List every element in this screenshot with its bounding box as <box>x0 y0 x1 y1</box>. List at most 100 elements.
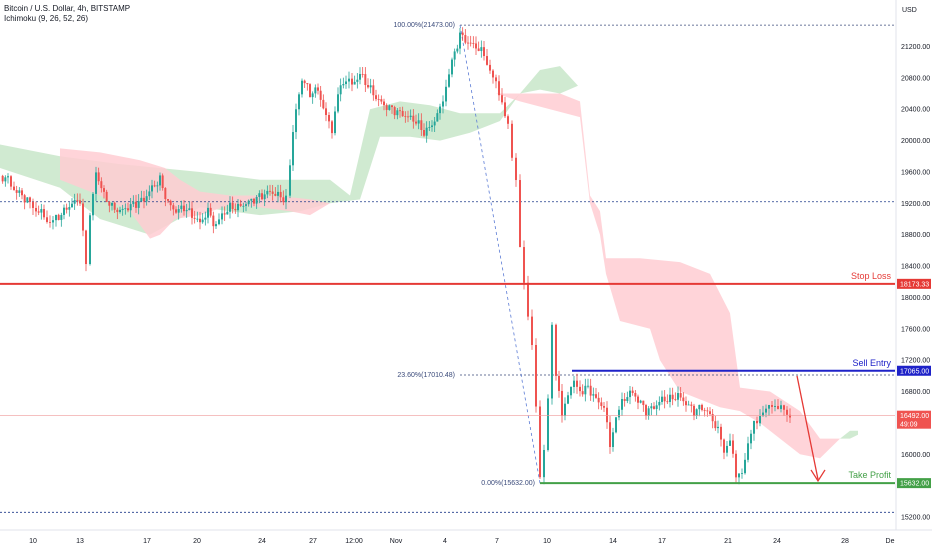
candle-body <box>428 127 431 128</box>
candle-body <box>547 398 549 451</box>
candle-body <box>498 81 500 96</box>
candle-body <box>119 209 121 213</box>
candle-body <box>151 185 153 192</box>
candle-body <box>391 105 393 108</box>
candle-body <box>685 401 687 406</box>
candle-body <box>348 78 350 82</box>
candle-body <box>234 208 237 211</box>
candle-body <box>121 208 124 210</box>
candle-body <box>523 247 525 283</box>
candle-body <box>253 198 255 204</box>
candle-body <box>108 201 111 206</box>
candle-body <box>762 412 764 416</box>
stop-loss-tag-value: 18173.33 <box>900 281 929 288</box>
candle-body <box>693 405 695 416</box>
candle-body <box>351 78 353 85</box>
candle-body <box>472 43 475 44</box>
candle-body <box>551 324 553 399</box>
candle-body <box>303 80 306 84</box>
candle-body <box>600 402 603 407</box>
candle-body <box>698 404 701 410</box>
candle-body <box>209 207 212 216</box>
candle-body <box>477 48 480 52</box>
candle-body <box>658 401 661 406</box>
candle-body <box>306 83 309 85</box>
candle-body <box>116 209 119 213</box>
candle-body <box>729 440 731 446</box>
candle-body <box>15 190 18 193</box>
candle-body <box>396 110 399 116</box>
candle-body <box>750 433 752 444</box>
candle-body <box>409 115 412 118</box>
candle-body <box>431 125 433 128</box>
candle-body <box>663 396 666 402</box>
y-tick-label: 16800.00 <box>901 389 930 396</box>
candle-body <box>612 432 614 447</box>
take-profit-tag-value: 15632.00 <box>900 481 929 488</box>
candle-body <box>442 101 444 107</box>
fibonacci-levels: 100.00%(21473.00) 23.60%(17010.48) 0.00%(1… <box>394 22 895 487</box>
candle-body <box>298 94 300 110</box>
candle-body <box>4 177 7 182</box>
candle-body <box>720 426 722 440</box>
candle-body <box>504 102 506 117</box>
candle-body <box>507 116 509 124</box>
candle-body <box>671 394 674 400</box>
candle-body <box>255 196 258 204</box>
currency-label: USD <box>902 7 917 14</box>
candle-body <box>439 106 441 114</box>
candle-body <box>322 99 325 109</box>
candle-body <box>359 74 361 80</box>
candle-body <box>701 404 703 411</box>
candle-body <box>65 207 68 210</box>
candle-body <box>380 99 383 102</box>
candle-body <box>161 175 164 189</box>
candle-body <box>169 200 172 206</box>
current-price-tag <box>897 410 931 429</box>
candle-body <box>595 394 597 398</box>
candle-body <box>626 397 629 402</box>
candle-body <box>269 190 271 192</box>
candle-body <box>407 116 409 118</box>
dotted-levels <box>0 201 895 513</box>
candle-body <box>647 408 650 416</box>
x-tick-label: 7 <box>495 538 499 545</box>
candle-body <box>97 172 100 182</box>
candle-body <box>486 56 488 65</box>
candle-body <box>263 194 266 200</box>
candle-body <box>483 47 485 57</box>
y-tick-label: 20000.00 <box>901 138 930 145</box>
candle-body <box>456 48 459 52</box>
take-profit-tag <box>897 478 931 489</box>
candle-body <box>587 385 589 387</box>
candle-body <box>113 202 116 210</box>
candle-body <box>37 211 40 213</box>
candle-body <box>143 197 145 202</box>
x-tick-label: 10 <box>543 538 551 545</box>
candle-body <box>342 84 345 86</box>
candle-body <box>261 193 263 200</box>
candle-body <box>153 185 156 187</box>
candle-body <box>129 204 132 211</box>
candle-body <box>399 110 401 112</box>
candle-body <box>49 221 51 223</box>
candle-body <box>221 213 223 220</box>
candle-body <box>82 203 84 231</box>
candle-body <box>369 85 372 88</box>
candle-body <box>453 51 456 60</box>
candle-body <box>175 209 177 213</box>
candle-body <box>623 399 626 402</box>
candle-body <box>655 405 658 409</box>
candle-body <box>709 411 711 414</box>
candle-body <box>132 201 135 205</box>
candle-body <box>226 211 229 215</box>
candle-body <box>191 208 193 218</box>
candle-body <box>282 197 285 203</box>
candle-body <box>579 386 581 392</box>
sell-entry-label: Sell Entry <box>852 358 891 368</box>
candle-body <box>674 399 677 401</box>
candle-body <box>570 387 572 396</box>
current-price-countdown: 49:09 <box>900 422 918 429</box>
candle-body <box>242 205 245 207</box>
